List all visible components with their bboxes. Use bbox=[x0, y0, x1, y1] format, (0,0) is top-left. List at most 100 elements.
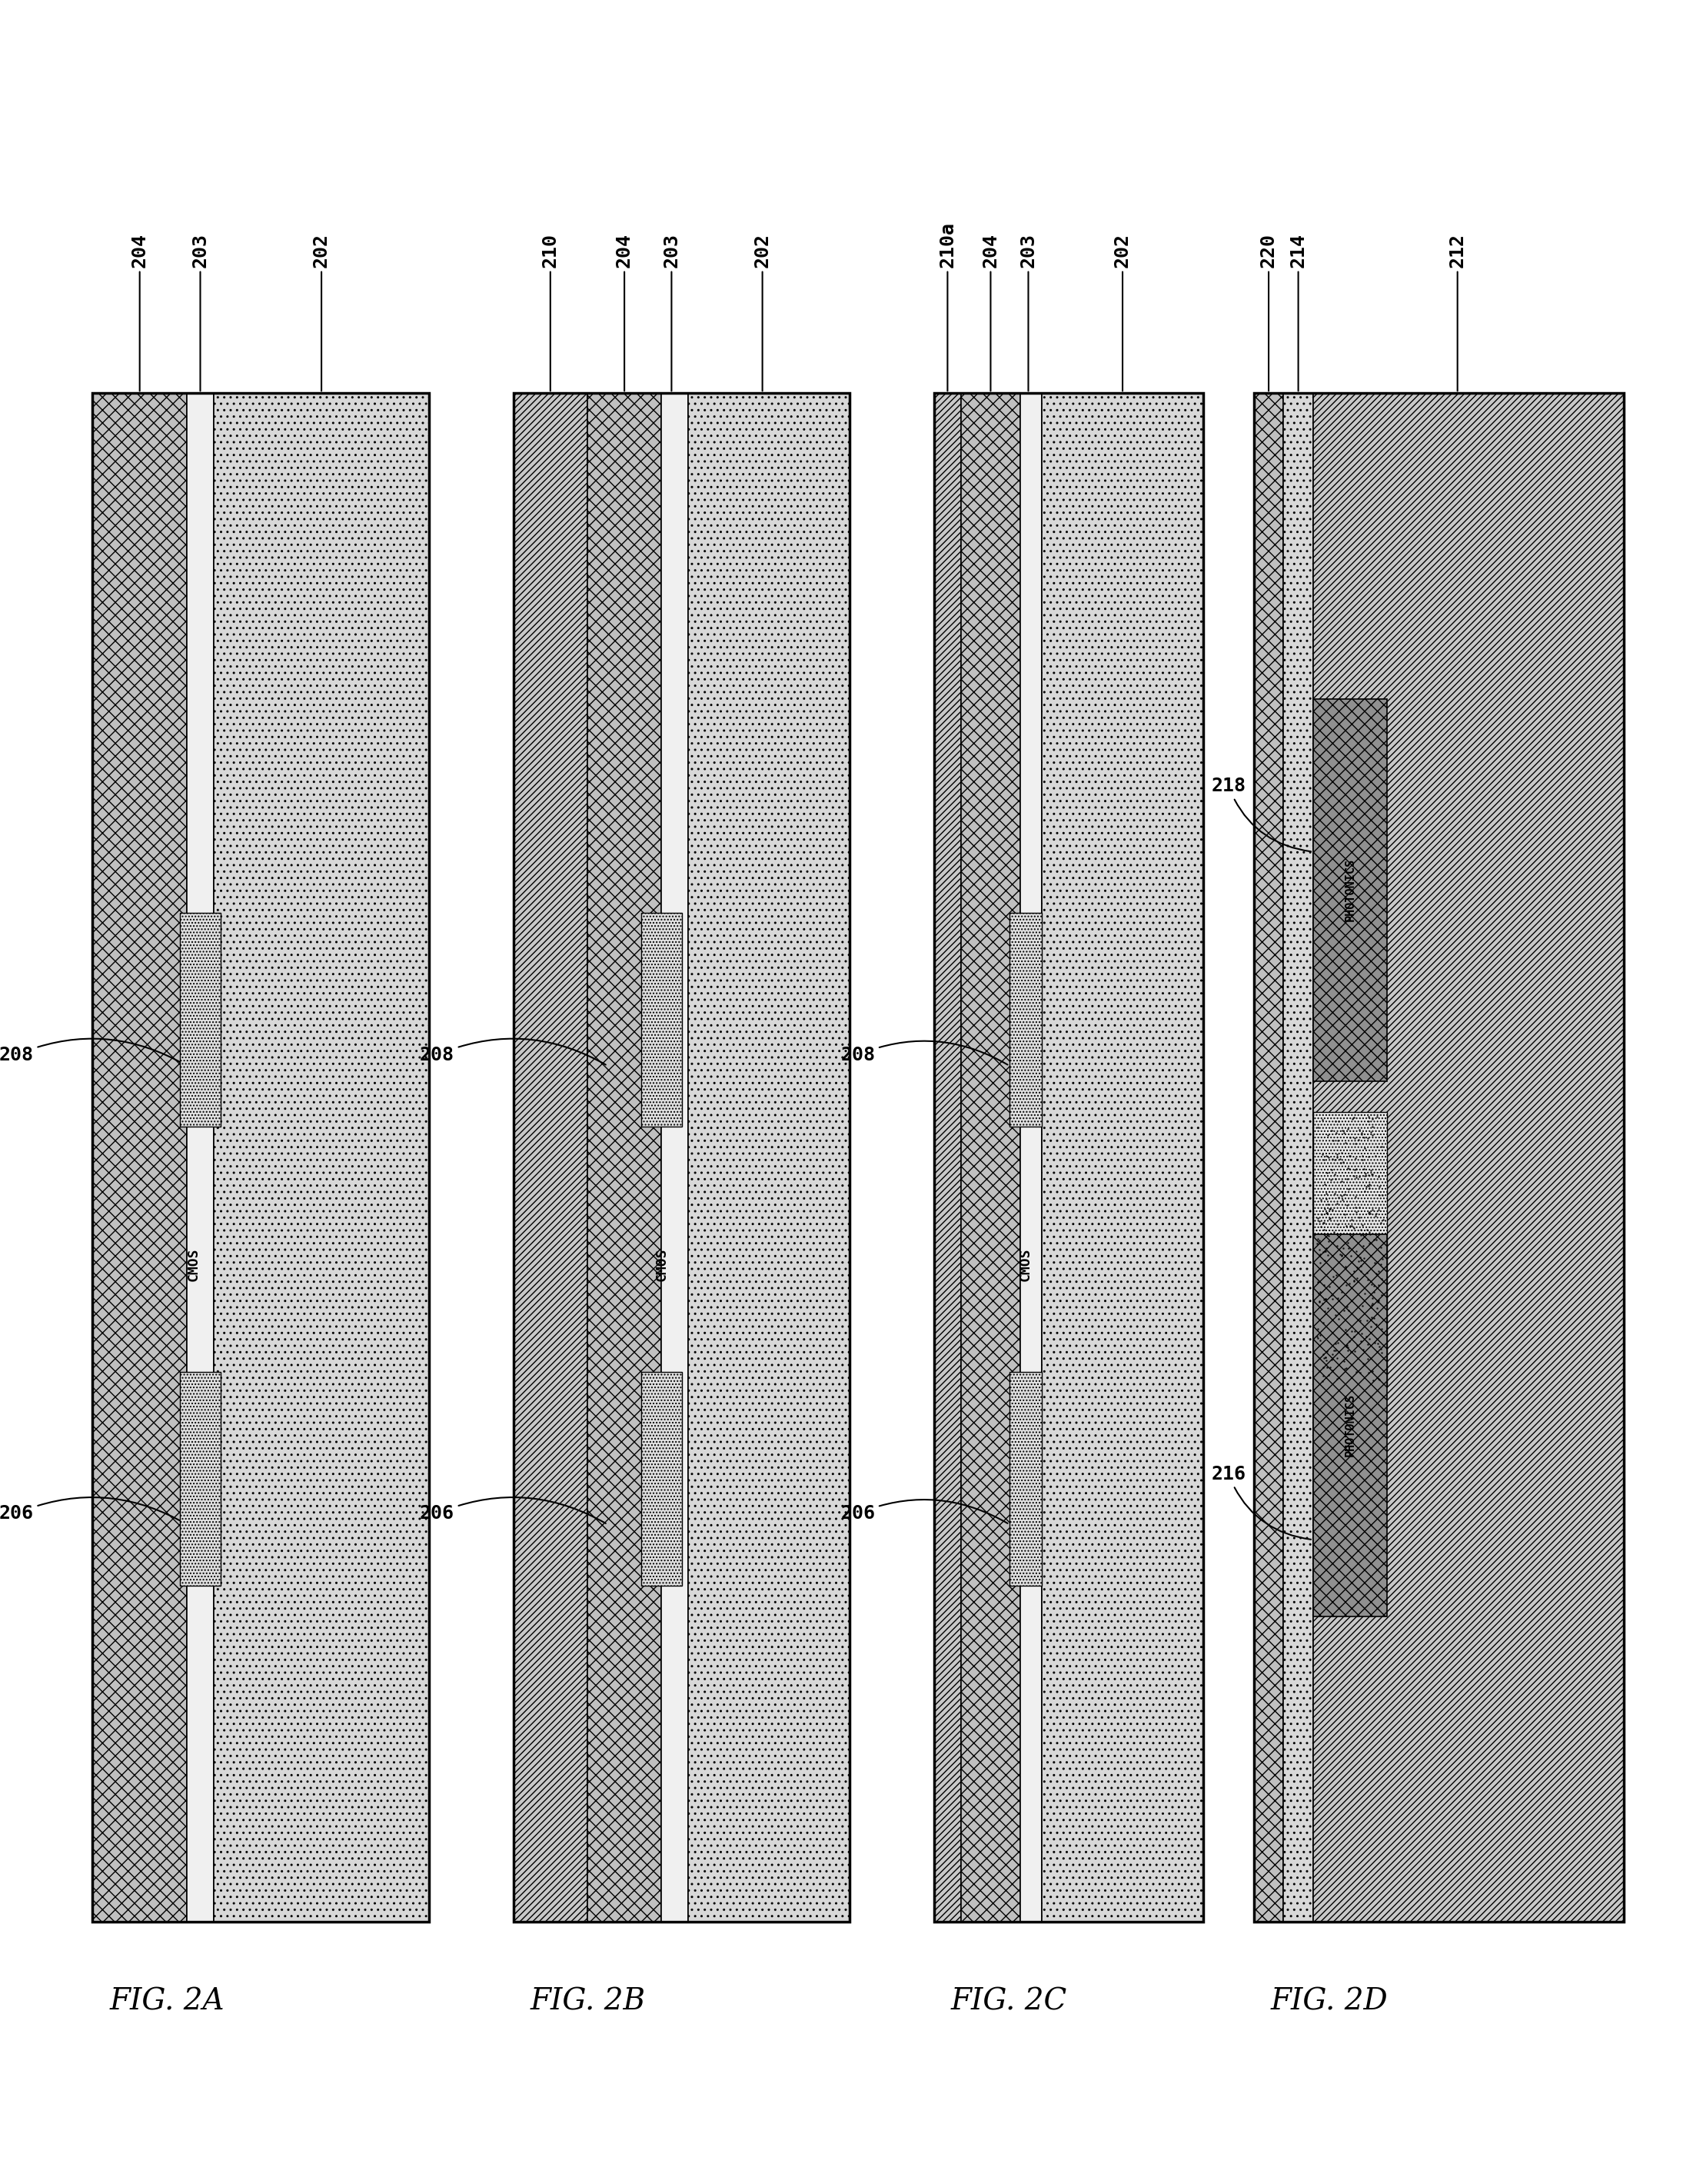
Point bbox=[1319, 1332, 1346, 1367]
Point bbox=[1335, 1330, 1362, 1365]
Text: CMOS: CMOS bbox=[1018, 1247, 1033, 1282]
Point bbox=[1355, 1328, 1382, 1363]
Bar bbox=[1284, 393, 1313, 1922]
Point bbox=[1333, 1251, 1360, 1286]
Point bbox=[1318, 1114, 1345, 1149]
Point bbox=[1356, 1166, 1383, 1201]
Point bbox=[1304, 1201, 1331, 1236]
Bar bbox=[93, 393, 187, 1922]
Point bbox=[1338, 1208, 1365, 1243]
Point bbox=[1321, 1142, 1348, 1177]
Point bbox=[1328, 1136, 1355, 1171]
Point bbox=[1313, 1350, 1340, 1385]
Point bbox=[1313, 1232, 1340, 1267]
Point bbox=[1316, 1350, 1343, 1385]
Point bbox=[1346, 1356, 1373, 1391]
Point bbox=[1355, 1158, 1382, 1192]
Point bbox=[1351, 1131, 1378, 1166]
Point bbox=[1313, 1195, 1340, 1230]
Point bbox=[1335, 1151, 1362, 1186]
Point bbox=[1325, 1123, 1351, 1158]
Text: PHOTONICS: PHOTONICS bbox=[1345, 858, 1356, 922]
Bar bbox=[1254, 393, 1284, 1922]
Point bbox=[1319, 1192, 1346, 1227]
Point bbox=[1355, 1262, 1382, 1297]
Point bbox=[1351, 1173, 1378, 1208]
Point bbox=[1355, 1099, 1382, 1133]
Point bbox=[1321, 1103, 1348, 1138]
Point bbox=[1355, 1138, 1382, 1173]
Point bbox=[1367, 1168, 1394, 1203]
Point bbox=[1335, 1162, 1362, 1197]
Point bbox=[1336, 1151, 1363, 1186]
Point bbox=[1345, 1123, 1372, 1158]
Point bbox=[1333, 1125, 1360, 1160]
Point bbox=[1360, 1363, 1387, 1398]
Text: 220: 220 bbox=[1259, 234, 1277, 391]
Point bbox=[1343, 1328, 1370, 1363]
Point bbox=[1306, 1232, 1333, 1267]
Point bbox=[1348, 1317, 1375, 1352]
Point bbox=[1338, 1238, 1365, 1273]
Point bbox=[1355, 1225, 1382, 1260]
Point bbox=[1313, 1197, 1340, 1232]
Point bbox=[1346, 1304, 1373, 1339]
Bar bbox=[688, 393, 850, 1922]
Point bbox=[1360, 1302, 1387, 1337]
Point bbox=[1356, 1308, 1383, 1343]
Point bbox=[1335, 1332, 1362, 1367]
Point bbox=[1336, 1120, 1363, 1155]
Point bbox=[1309, 1206, 1336, 1241]
Point bbox=[1318, 1278, 1345, 1313]
Point bbox=[1314, 1140, 1341, 1175]
Point bbox=[1367, 1177, 1394, 1212]
Point bbox=[1368, 1129, 1395, 1164]
Point bbox=[1340, 1265, 1367, 1299]
Point bbox=[1336, 1267, 1363, 1302]
Point bbox=[1304, 1265, 1331, 1299]
Point bbox=[1348, 1138, 1375, 1173]
Point bbox=[1343, 1260, 1370, 1295]
Point bbox=[1313, 1339, 1340, 1374]
Point bbox=[1323, 1332, 1350, 1367]
Point bbox=[1316, 1192, 1343, 1227]
Point bbox=[1363, 1306, 1390, 1341]
Bar bbox=[180, 1372, 220, 1586]
Point bbox=[1343, 1160, 1370, 1195]
Bar bbox=[1010, 913, 1042, 1127]
Point bbox=[1362, 1138, 1388, 1173]
Point bbox=[1311, 1339, 1338, 1374]
Point bbox=[1365, 1160, 1392, 1195]
Bar bbox=[1010, 1372, 1042, 1586]
Point bbox=[1362, 1223, 1388, 1258]
Point bbox=[1321, 1214, 1348, 1249]
Point bbox=[1360, 1118, 1387, 1153]
Point bbox=[1365, 1284, 1392, 1319]
Point bbox=[1328, 1179, 1355, 1214]
Text: FIG. 2D: FIG. 2D bbox=[1271, 1987, 1388, 2016]
Point bbox=[1348, 1249, 1375, 1284]
Point bbox=[1346, 1199, 1373, 1234]
Text: 212: 212 bbox=[1449, 234, 1466, 391]
Point bbox=[1318, 1162, 1345, 1197]
Point bbox=[1368, 1243, 1395, 1278]
Point bbox=[1331, 1197, 1358, 1232]
Point bbox=[1358, 1158, 1385, 1192]
Point bbox=[1311, 1341, 1338, 1376]
Point bbox=[1348, 1324, 1375, 1358]
Point bbox=[1363, 1223, 1390, 1258]
Point bbox=[1325, 1326, 1351, 1361]
Point bbox=[1314, 1334, 1341, 1369]
Point bbox=[1356, 1195, 1383, 1230]
Point bbox=[1325, 1302, 1351, 1337]
Point bbox=[1358, 1101, 1385, 1136]
Point bbox=[1348, 1254, 1375, 1289]
Point bbox=[1348, 1142, 1375, 1177]
Point bbox=[1314, 1291, 1341, 1326]
Point bbox=[1309, 1337, 1336, 1372]
Text: 203: 203 bbox=[192, 234, 209, 391]
Point bbox=[1319, 1258, 1346, 1293]
Text: 202: 202 bbox=[754, 234, 771, 391]
Point bbox=[1316, 1269, 1343, 1304]
Point bbox=[1331, 1352, 1358, 1387]
